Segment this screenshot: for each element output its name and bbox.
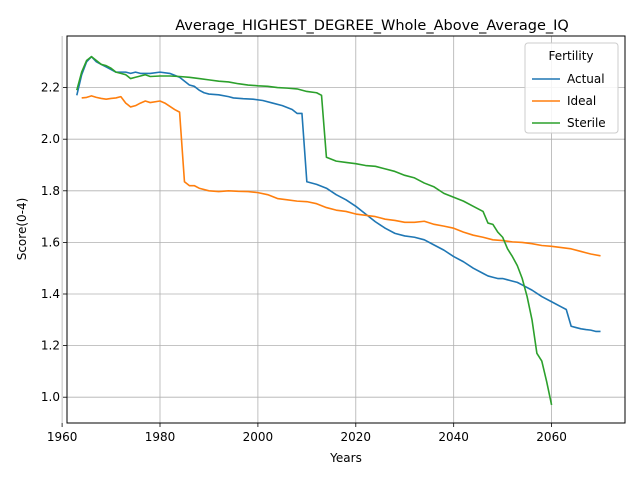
series-line-actual [76, 55, 601, 333]
x-tick-label: 2000 [243, 430, 274, 444]
y-tick-label: 1.4 [41, 287, 60, 301]
series-line-sterile [76, 55, 553, 406]
axis-ticks: 1960 1980 2000 2020 2040 2060 1.0 1.2 1.4 1.6 1.8 2… [41, 81, 567, 444]
x-axis-label: Years [329, 451, 362, 465]
legend-label-ideal: Ideal [567, 94, 596, 108]
y-axis-label: Score(0-4) [15, 198, 29, 261]
plot-area-frame [66, 35, 626, 424]
legend: Fertility Actual Ideal Sterile [524, 42, 619, 134]
y-tick-label: 2.0 [41, 132, 60, 146]
legend-label-actual: Actual [567, 72, 605, 86]
y-tick-label: 1.0 [41, 390, 60, 404]
x-tick-label: 1980 [145, 430, 176, 444]
chart-title: Average_HIGHEST_DEGREE_Whole_Above_Avera… [175, 18, 569, 34]
legend-frame [524, 42, 619, 134]
y-tick-label: 1.8 [41, 184, 60, 198]
series-line-ideal [81, 95, 601, 257]
x-tick-label: 2060 [536, 430, 567, 444]
x-tick-label: 1960 [47, 430, 78, 444]
y-tick-label: 2.2 [41, 81, 60, 95]
series-lines [76, 55, 601, 406]
legend-entries: Actual Ideal Sterile [532, 72, 606, 130]
legend-label-sterile: Sterile [567, 116, 606, 130]
y-tick-label: 1.6 [41, 235, 60, 249]
x-tick-label: 2040 [438, 430, 469, 444]
y-tick-label: 1.2 [41, 339, 60, 353]
x-tick-label: 2020 [341, 430, 372, 444]
legend-title: Fertility [548, 49, 593, 63]
